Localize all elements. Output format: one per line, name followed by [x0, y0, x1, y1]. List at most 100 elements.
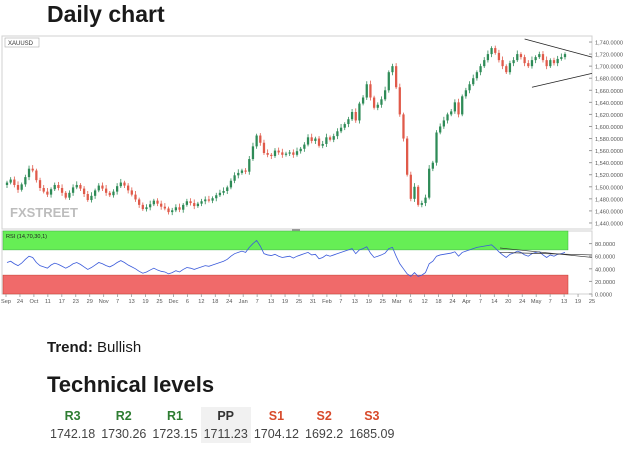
candle	[512, 60, 515, 64]
candle	[468, 84, 471, 91]
candle	[75, 184, 78, 188]
candle	[424, 197, 427, 204]
x-tick-label: Oct	[30, 299, 39, 305]
candle	[273, 150, 277, 157]
candle	[325, 137, 328, 144]
rsi-line	[6, 239, 566, 277]
candle	[93, 190, 97, 196]
candle	[200, 201, 203, 204]
level-s3: S3 1685.09	[346, 407, 397, 443]
candle	[211, 198, 214, 201]
candle	[479, 66, 482, 73]
candle	[563, 54, 567, 58]
candle	[90, 195, 93, 201]
trendline-upper	[524, 38, 593, 58]
level-r2: R2 1730.26	[98, 407, 149, 443]
level-value: 1711.23	[203, 427, 248, 441]
candle	[358, 103, 361, 121]
candle	[428, 168, 431, 198]
candle	[64, 192, 67, 198]
x-tick-label: 13	[352, 299, 358, 305]
candle	[229, 180, 233, 188]
candle	[270, 154, 273, 157]
candle	[35, 170, 38, 181]
candle	[27, 168, 31, 178]
levels-title: Technical levels	[47, 372, 215, 397]
candle	[38, 180, 42, 188]
level-name: PP	[217, 409, 235, 423]
x-tick-label: Feb	[322, 299, 332, 305]
x-tick-label: 7	[549, 299, 552, 305]
level-name: S1	[268, 409, 285, 423]
candle	[101, 185, 104, 189]
x-tick-label: 13	[128, 299, 134, 305]
x-tick-label: Dec	[168, 299, 178, 305]
candle	[369, 84, 372, 98]
daily-chart[interactable]: 1,740.0000 1,720.0000 1,700.0000 1,680.0000…	[0, 33, 628, 305]
candle	[387, 72, 390, 91]
candle	[49, 189, 53, 195]
trend-line: Trend: Bullish	[47, 339, 141, 356]
price-tick-label: 1,500.0000	[595, 185, 623, 191]
candle	[178, 207, 181, 210]
rsi-tick-label: 80.0000	[595, 242, 615, 248]
level-value: 1742.18	[50, 427, 96, 441]
x-tick-label: 17	[59, 299, 65, 305]
candle	[435, 132, 438, 163]
chart-svg[interactable]: 1,740.0000 1,720.0000 1,700.0000 1,680.0000…	[0, 33, 628, 305]
candle	[251, 146, 255, 160]
trend-value: Bullish	[97, 339, 142, 356]
x-tick-label: Mar	[392, 299, 402, 305]
x-tick-label: 13	[268, 299, 274, 305]
price-tick-label: 1,460.0000	[595, 209, 623, 215]
price-tick-label: 1,720.0000	[595, 53, 623, 59]
candle	[413, 186, 416, 199]
candle	[130, 190, 133, 195]
x-tick-label: 19	[575, 299, 581, 305]
rsi-label: RSI (14,70,30,1)	[6, 234, 47, 240]
candle	[497, 52, 501, 61]
candle	[328, 137, 332, 140]
candle	[372, 97, 376, 108]
candle	[292, 152, 295, 155]
candle	[534, 57, 537, 61]
x-tick-label: 11	[45, 299, 51, 305]
candle	[317, 138, 321, 146]
candle	[336, 131, 339, 137]
candle	[156, 200, 159, 204]
candle	[244, 170, 247, 172]
candle	[431, 162, 434, 169]
candle	[556, 58, 559, 64]
x-tick-label: 19	[282, 299, 288, 305]
level-name: S3	[364, 409, 380, 423]
candle	[145, 207, 148, 210]
level-value: 1685.09	[349, 427, 395, 441]
x-tick-label: 7	[116, 299, 119, 305]
x-tick-label: 13	[561, 299, 567, 305]
price-tick-label: 1,440.0000	[595, 221, 623, 227]
price-tick-label: 1,740.0000	[595, 41, 623, 47]
candle	[149, 204, 152, 208]
x-tick-label: Nov	[99, 299, 109, 305]
candle	[215, 195, 218, 199]
x-tick-label: Apr	[462, 299, 471, 305]
candle	[108, 192, 111, 196]
candle	[277, 150, 280, 153]
candle	[560, 57, 563, 59]
candle	[226, 187, 229, 192]
candle	[141, 204, 144, 210]
candle	[112, 191, 115, 196]
candle	[545, 60, 548, 67]
level-r1: R1 1723.15	[149, 407, 200, 443]
candle	[255, 135, 258, 147]
page-title: Daily chart	[47, 1, 165, 27]
candle	[417, 186, 420, 205]
candle	[321, 143, 324, 146]
candle	[461, 96, 464, 115]
candle	[138, 199, 141, 205]
candle	[86, 194, 89, 201]
candle	[262, 142, 266, 154]
x-tick-label: 6	[186, 299, 189, 305]
x-tick-label: 25	[380, 299, 386, 305]
candle	[9, 179, 12, 183]
